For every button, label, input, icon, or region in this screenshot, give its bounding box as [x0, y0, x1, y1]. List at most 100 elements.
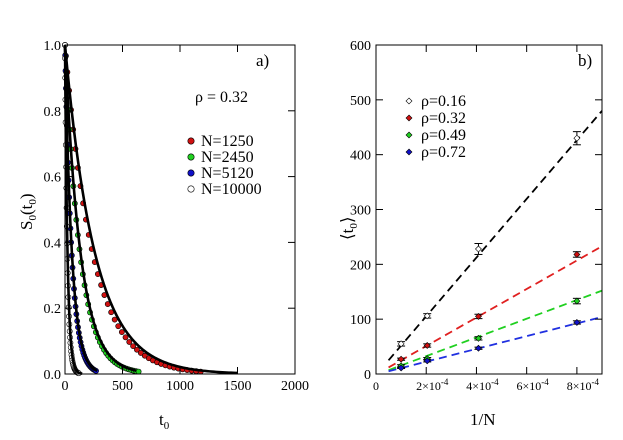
- panel-a-xlabel-sub: 0: [164, 420, 170, 432]
- panel-b-legend-label: ρ=0.72: [421, 144, 466, 161]
- panel-b-fit-line: [388, 245, 603, 369]
- panel-a-plot-area: [62, 42, 238, 377]
- panel-b-legend-marker: [405, 131, 413, 139]
- panel-b-point: [423, 342, 431, 349]
- panel-b-xtick-exponent: -4: [541, 377, 549, 387]
- panel-a-ticks: 0 500 1000 1500 2000 0.0 0.2 0.4 0.6 0.8 1.0: [44, 39, 310, 394]
- panel-b-ytick-label: 100: [350, 313, 371, 328]
- panel-b-point: [423, 357, 431, 365]
- panel-b-fit-line: [387, 110, 603, 361]
- panel-a-xlabel-main: t: [159, 410, 164, 429]
- panel-a-point: [111, 316, 118, 323]
- panel-a-xtick-label: 1500: [224, 379, 252, 394]
- panel-b-ytick-label: 0: [364, 368, 371, 383]
- panel-a-ytick-label: 0.6: [44, 171, 62, 186]
- panel-b: 0 2×10-4 4×10-4 6×10-4 8×10-4 0 100 200 300 400 50…: [338, 39, 603, 429]
- panel-b-legend-label: ρ=0.49: [421, 127, 466, 144]
- panel-a-legend-label: N=10000: [201, 181, 262, 198]
- panel-b-point: [573, 251, 581, 258]
- panel-b-ylabel-main: ⟨t: [338, 228, 357, 240]
- panel-b-xlabel: 1/N: [470, 410, 496, 429]
- panel-b-point: [475, 245, 482, 253]
- panel-a-legend-marker: [187, 137, 195, 145]
- panel-a-ylabel-sub: 0: [27, 215, 39, 221]
- panel-a-legend-label: N=1250: [201, 133, 254, 150]
- panel-a-label: a): [256, 51, 269, 70]
- panel-b-legend-marker: [405, 114, 413, 122]
- panel-a-xtick-label: 0: [62, 379, 69, 394]
- panel-b-label: b): [578, 51, 592, 70]
- panel-b-series-072: [388, 316, 603, 373]
- panel-b-xtick-exponent: -4: [592, 377, 600, 387]
- panel-a-point: [118, 329, 125, 335]
- panel-a-point: [126, 339, 133, 345]
- panel-b-xtick-label: 6×10-4: [517, 377, 550, 393]
- panel-a-point: [115, 323, 122, 330]
- panel-a-legend-label: N=5120: [201, 165, 254, 182]
- panel-b-point: [397, 355, 405, 363]
- panel-b-point: [475, 334, 482, 342]
- panel-b-xtick-exponent: -4: [441, 377, 449, 387]
- panel-a-point: [135, 368, 142, 375]
- panel-b-xtick-label: 8×10-4: [567, 377, 600, 393]
- panel-a-ytick-label: 1.0: [44, 39, 62, 54]
- panel-b-series-032: [388, 245, 603, 369]
- panel-a-ylabel-paren-close: ): [17, 193, 36, 199]
- panel-a-legend-marker: [187, 169, 195, 177]
- panel-a-point: [122, 334, 129, 341]
- panel-b-fit-line: [388, 316, 603, 373]
- panel-a-ylabel-paren-open: (: [17, 209, 36, 215]
- panel-b-point: [475, 313, 482, 320]
- panel-a-series-n-1250: [62, 42, 204, 375]
- panel-a-annotation: ρ = 0.32: [195, 89, 248, 106]
- panel-b-series-016: [387, 110, 603, 361]
- panel-a-xtick-label: 1000: [166, 379, 194, 394]
- panel-a-black-curve: [63, 44, 137, 372]
- panel-b-fit-line: [388, 289, 603, 372]
- panel-b-legend: ρ=0.16ρ=0.32ρ=0.49ρ=0.72: [405, 93, 466, 161]
- panel-a: 0 500 1000 1500 2000 0.0 0.2 0.4 0.6 0.8 1.0 a) ρ …: [17, 39, 309, 432]
- panel-b-point: [475, 344, 482, 352]
- panel-a-black-curve: [63, 44, 238, 375]
- panel-b-xtick-label: 0: [373, 379, 379, 393]
- panel-b-point: [573, 319, 581, 326]
- panel-a-ylabel-arg-sub: 0: [27, 199, 39, 205]
- panel-a-ytick-label: 0.8: [44, 105, 62, 120]
- panel-a-ytick-label: 0.2: [44, 302, 62, 317]
- panel-a-series-n-2450: [62, 42, 142, 375]
- panel-a-ylabel-main: S: [17, 221, 36, 230]
- panel-a-xlabel: t0: [159, 410, 170, 432]
- panel-a-legend-label: N=2450: [201, 149, 254, 166]
- panel-a-point: [137, 350, 144, 356]
- panel-a-point: [134, 346, 140, 353]
- panel-b-point: [573, 297, 581, 305]
- panel-a-ylabel: S0(t0): [17, 193, 39, 230]
- panel-b-point: [423, 312, 431, 320]
- panel-b-frame: [375, 44, 603, 375]
- panel-a-ytick-label: 0.0: [44, 368, 62, 383]
- panel-b-ytick-label: 200: [350, 258, 371, 273]
- panel-a-black-curve: [63, 44, 98, 373]
- panel-b-xtick-exponent: -4: [491, 377, 499, 387]
- panel-b-legend-marker: [405, 97, 413, 105]
- panel-a-xtick-label: 500: [112, 379, 133, 394]
- panel-b-xtick-label: 4×10-4: [466, 377, 499, 393]
- panel-a-point: [130, 343, 136, 349]
- panel-b-ytick-label: 500: [350, 94, 371, 109]
- panel-b-legend-label: ρ=0.16: [421, 93, 466, 110]
- panel-b-xtick-label: 2×10-4: [416, 377, 449, 393]
- panel-b-ylabel-close: ⟩: [338, 217, 357, 224]
- panel-a-legend-marker: [187, 153, 195, 161]
- panel-a-ylabel-arg: t: [17, 204, 36, 209]
- panel-b-series-049: [388, 289, 603, 372]
- panel-a-frame: [64, 44, 296, 375]
- panel-b-ticks: 0 2×10-4 4×10-4 6×10-4 8×10-4 0 100 200 300 400 50…: [350, 39, 602, 393]
- panel-b-ylabel: ⟨t0⟩: [338, 217, 360, 241]
- panel-b-ytick-label: 400: [350, 149, 371, 164]
- panel-a-black-curve: [63, 44, 83, 375]
- panel-a-xtick-label: 2000: [281, 379, 309, 394]
- panel-a-ytick-label: 0.4: [44, 236, 62, 251]
- panel-a-legend-marker: [187, 185, 195, 193]
